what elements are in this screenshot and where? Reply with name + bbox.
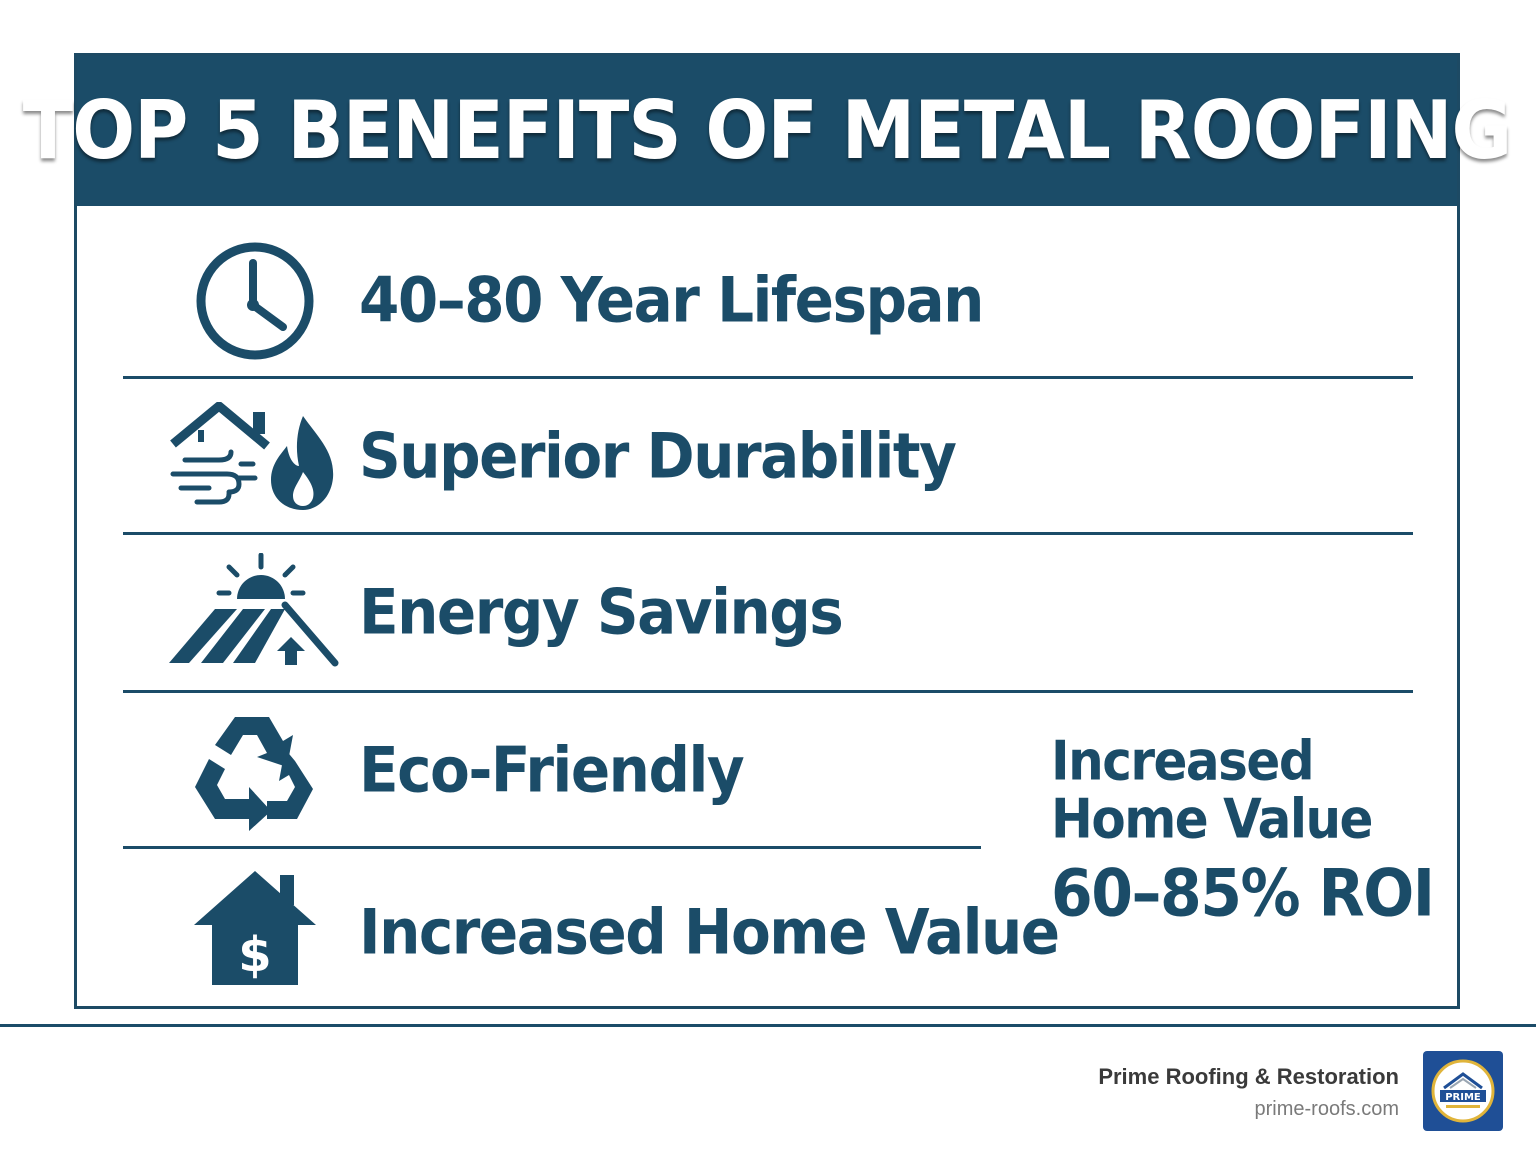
benefit-row-durability: Superior Durability xyxy=(77,382,1457,532)
svg-text:$: $ xyxy=(238,927,271,983)
callout-roi: 60–85% ROI xyxy=(1051,856,1435,932)
divider xyxy=(123,690,1413,693)
company-website[interactable]: prime-roofs.com xyxy=(1254,1098,1399,1120)
benefit-label-energy: Energy Savings xyxy=(359,575,844,649)
callout-line-2: Home Value xyxy=(1051,787,1373,851)
benefits-card: TOP 5 BENEFITS OF METAL ROOFING 40–80 Ye… xyxy=(23,53,1512,1009)
benefit-label-durability: Superior Durability xyxy=(359,419,957,493)
benefit-row-home-value: $ Increased Home Value xyxy=(77,852,1457,1002)
house-dollar-icon: $ xyxy=(165,852,345,1002)
recycle-icon xyxy=(165,696,345,846)
company-name: Prime Roofing & Restoration xyxy=(1098,1064,1399,1089)
card-header: TOP 5 BENEFITS OF METAL ROOFING xyxy=(23,56,1512,206)
benefit-row-lifespan: 40–80 Year Lifespan xyxy=(77,226,1457,376)
benefit-label-eco: Eco-Friendly xyxy=(359,733,745,807)
wind-fire-house-icon xyxy=(165,382,345,532)
home-value-callout: Increased Home Value 60–85% ROI xyxy=(1051,729,1435,934)
company-logo: PRIME xyxy=(1423,1051,1503,1131)
divider xyxy=(123,532,1413,535)
benefit-row-eco: Eco-Friendly xyxy=(77,696,1457,846)
page-title: TOP 5 BENEFITS OF METAL ROOFING xyxy=(22,84,1513,178)
benefit-label-lifespan: 40–80 Year Lifespan xyxy=(359,263,984,337)
divider xyxy=(123,846,981,849)
sun-roof-icon xyxy=(165,538,345,688)
benefit-row-energy: Energy Savings xyxy=(77,538,1457,688)
footer-divider xyxy=(0,1024,1536,1027)
divider xyxy=(123,376,1413,379)
benefit-label-home-value: Increased Home Value xyxy=(359,895,1060,969)
callout-line-1: Increased xyxy=(1051,729,1315,793)
clock-icon xyxy=(165,226,345,376)
logo-text: PRIME xyxy=(1445,1092,1481,1103)
